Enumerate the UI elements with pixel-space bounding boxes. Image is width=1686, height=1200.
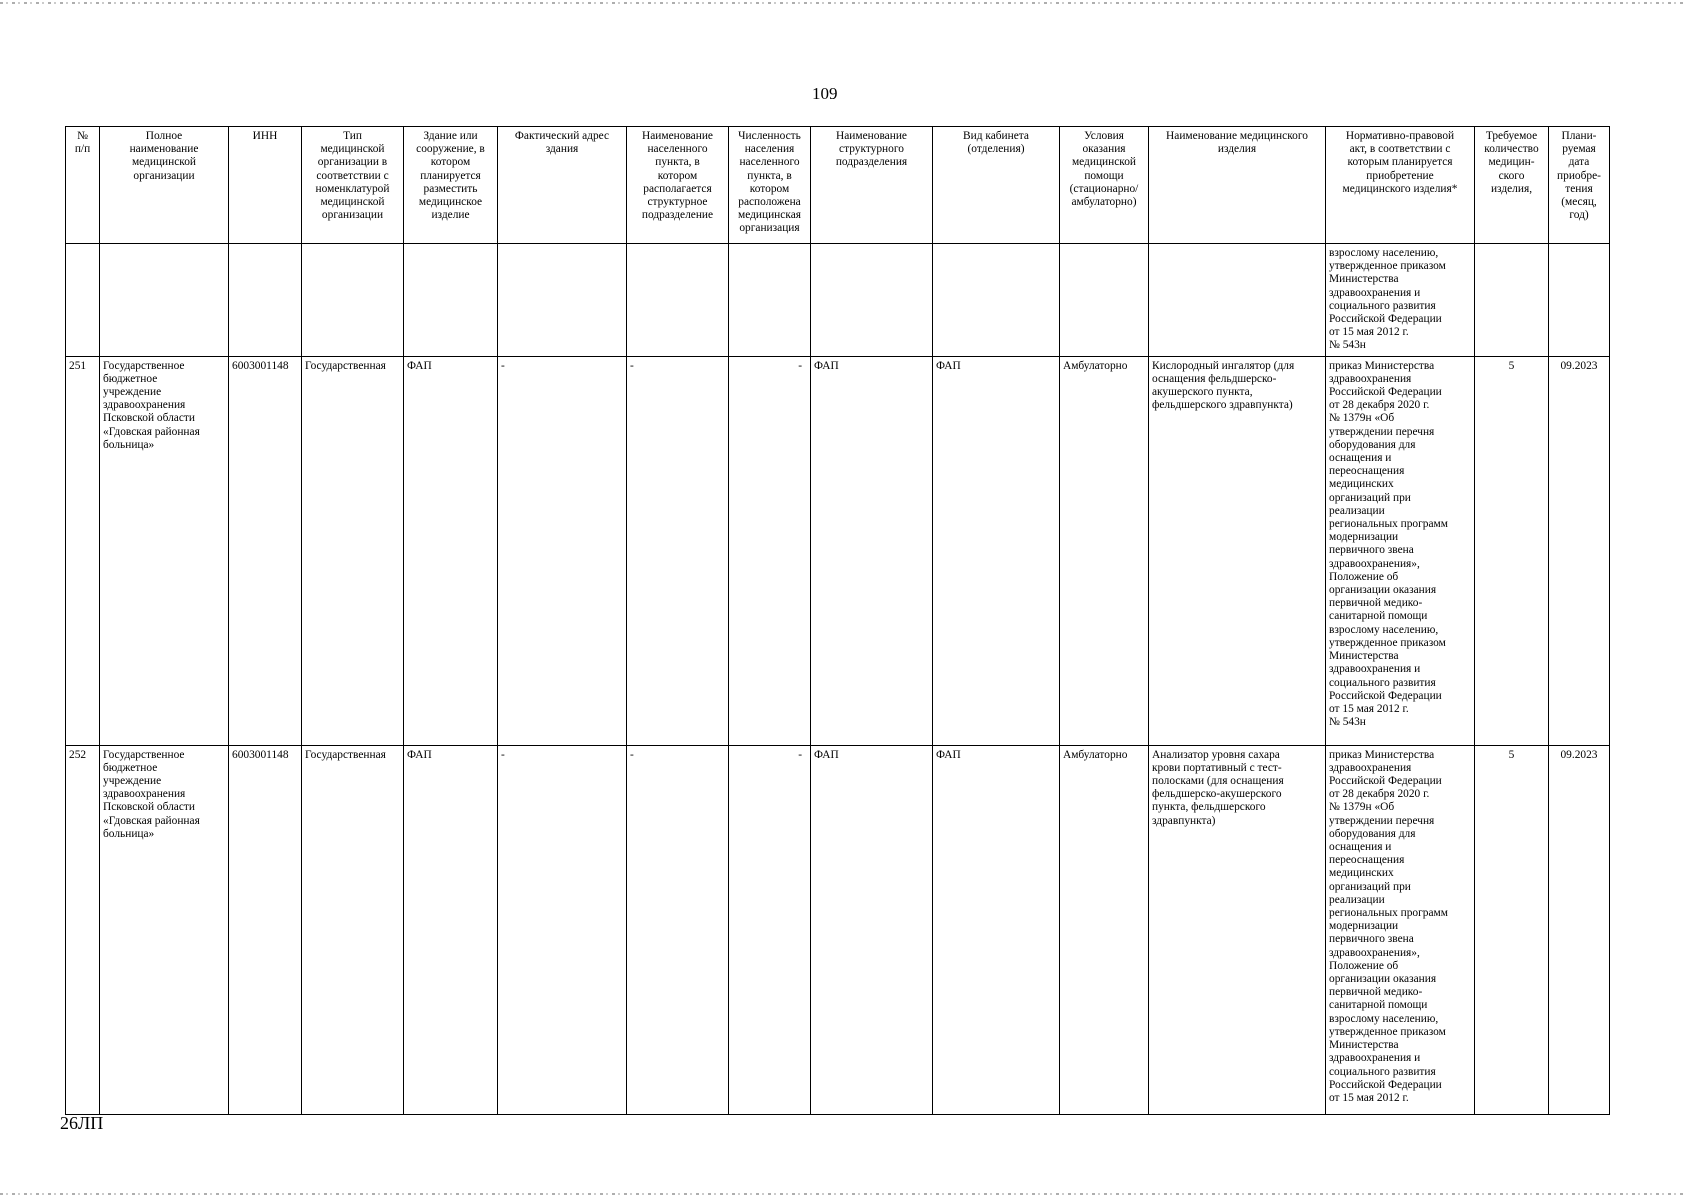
legal-act: приказ Министерства здравоохранения Росс… xyxy=(1325,355,1475,746)
inn: 6003001148 xyxy=(228,355,302,746)
scan-edge-top xyxy=(0,2,1686,4)
structural-unit: ФАП xyxy=(810,744,933,1115)
header-cell: Условия оказания медицинской помощи (ста… xyxy=(1059,126,1149,244)
row-number: 252 xyxy=(65,744,100,1115)
header-cell: № п/п xyxy=(65,126,100,244)
quantity: 5 xyxy=(1474,744,1549,1115)
header-cell: Тип медицинской организации в соответств… xyxy=(301,126,404,244)
header-cell: Численность населения населенного пункта… xyxy=(728,126,811,244)
header-cell: Плани- руемая дата приобре- тения (месяц… xyxy=(1548,126,1610,244)
table-row: 251 Государственное бюджетное учреждение… xyxy=(65,355,1610,746)
address: - xyxy=(497,355,627,746)
cabinet-type: ФАП xyxy=(932,744,1060,1115)
act-cell: взрослому населению, утвержденное приказ… xyxy=(1325,243,1475,357)
care-conditions: Амбулаторно xyxy=(1059,744,1149,1115)
structural-unit: ФАП xyxy=(810,355,933,746)
care-conditions: Амбулаторно xyxy=(1059,355,1149,746)
purchase-date: 09.2023 xyxy=(1548,355,1610,746)
cabinet-type: ФАП xyxy=(932,355,1060,746)
header-row: № п/п Полное наименование медицинской ор… xyxy=(65,126,1610,244)
header-cell: Вид кабинета (отделения) xyxy=(932,126,1060,244)
header-cell: Наименование медицинского изделия xyxy=(1148,126,1326,244)
org-name: Государственное бюджетное учреждение здр… xyxy=(99,355,229,746)
header-cell: Нормативно-правовой акт, в соответствии … xyxy=(1325,126,1475,244)
org-type: Государственная xyxy=(301,744,404,1115)
quantity: 5 xyxy=(1474,355,1549,746)
page-number: 109 xyxy=(812,84,838,103)
continuation-row: взрослому населению, утвержденное приказ… xyxy=(65,243,1610,357)
equipment-table: № п/п Полное наименование медицинской ор… xyxy=(65,126,1610,1115)
locality: - xyxy=(626,744,729,1115)
building: ФАП xyxy=(403,355,498,746)
header-cell: Наименование структурного подразделения xyxy=(810,126,933,244)
address: - xyxy=(497,744,627,1115)
row-number: 251 xyxy=(65,355,100,746)
legal-act: приказ Министерства здравоохранения Росс… xyxy=(1325,744,1475,1115)
population: - xyxy=(728,744,811,1115)
org-type: Государственная xyxy=(301,355,404,746)
purchase-date: 09.2023 xyxy=(1548,744,1610,1115)
footer-code: 26ЛП xyxy=(60,1113,104,1133)
table-row: 252 Государственное бюджетное учреждение… xyxy=(65,744,1610,1115)
inn: 6003001148 xyxy=(228,744,302,1115)
scan-edge-bottom xyxy=(0,1193,1686,1195)
header-cell: Здание или сооружение, в котором планиру… xyxy=(403,126,498,244)
population: - xyxy=(728,355,811,746)
header-cell: Фактический адрес здания xyxy=(497,126,627,244)
header-cell: Наименование населенного пункта, в котор… xyxy=(626,126,729,244)
building: ФАП xyxy=(403,744,498,1115)
locality: - xyxy=(626,355,729,746)
org-name: Государственное бюджетное учреждение здр… xyxy=(99,744,229,1115)
header-cell: Требуемое количество медицин- ского изде… xyxy=(1474,126,1549,244)
device-name: Анализатор уровня сахара крови портативн… xyxy=(1148,744,1326,1115)
header-cell: Полное наименование медицинской организа… xyxy=(99,126,229,244)
device-name: Кислородный ингалятор (для оснащения фел… xyxy=(1148,355,1326,746)
header-cell: ИНН xyxy=(228,126,302,244)
